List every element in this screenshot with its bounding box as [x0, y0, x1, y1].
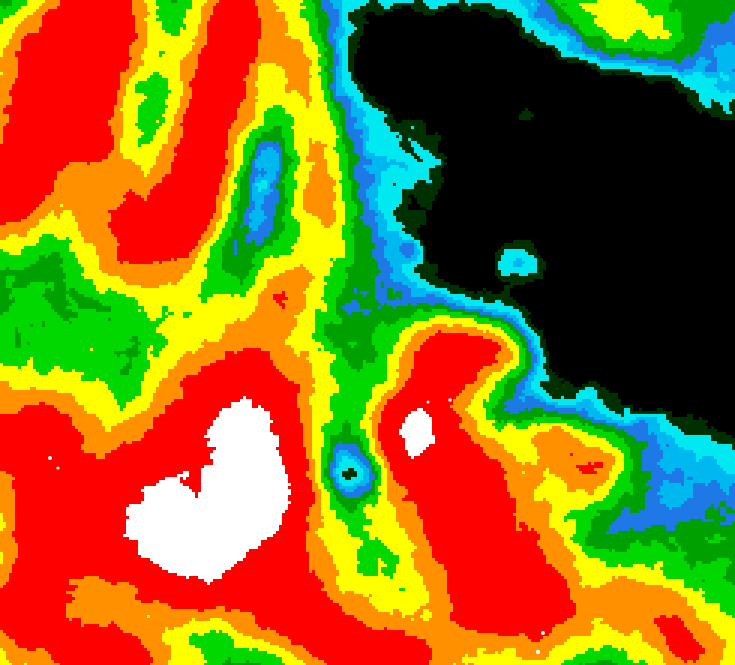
radar-reflectivity-canvas	[0, 0, 735, 665]
radar-image-viewport	[0, 0, 735, 665]
